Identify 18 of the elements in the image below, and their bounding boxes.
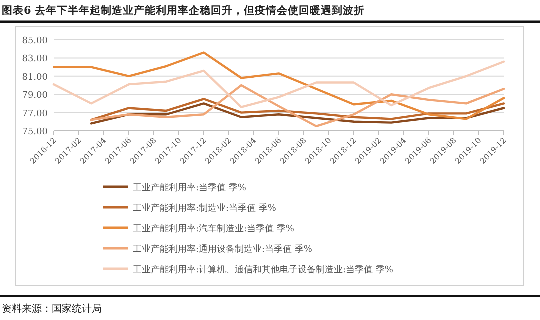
y-tick: 85.00	[22, 36, 48, 46]
legend-label: 工业产能利用率:汽车制造业:当季值 季%	[133, 224, 295, 234]
legend-item: 工业产能利用率:计算机、通信和其他电子设备制造业:当季值 季%	[103, 266, 394, 276]
title: 图表6 去年下半年起制造业产能利用率企稳回升，但疫情会使回暖遇到波折	[2, 5, 365, 17]
legend-label: 工业产能利用率:计算机、通信和其他电子设备制造业:当季值 季%	[133, 264, 394, 276]
annotation: 资料来源：国家统计局	[2, 304, 102, 315]
y-tick: 83.00	[22, 54, 48, 65]
legend-label: 工业产能利用率:当季值 季%	[133, 182, 247, 194]
y-tick: 77.00	[22, 109, 48, 120]
y-tick: 79.00	[22, 91, 48, 102]
legend-item: 工业产能利用率:当季值 季%	[103, 184, 246, 194]
legend-item: 工业产能利用率:制造业:当季值 季%	[103, 204, 276, 214]
legend-item: 工业产能利用率:汽车制造业:当季值 季%	[103, 224, 294, 234]
legend-item: 工业产能利用率:通用设备制造业:当季值 季%	[103, 245, 312, 255]
y-tick: 75.00	[22, 128, 48, 138]
legend-label: 工业产能利用率:制造业:当季值 季%	[133, 203, 277, 214]
legend-label: 工业产能利用率:通用设备制造业:当季值 季%	[133, 244, 313, 255]
y-tick: 81.00	[22, 72, 48, 83]
